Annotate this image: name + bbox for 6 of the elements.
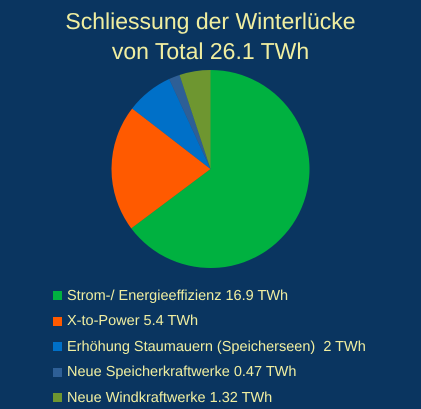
legend-label: Neue Speicherkraftwerke 0.47 TWh: [67, 364, 296, 380]
legend-label: Strom-/ Energieeffizienz 16.9 TWh: [67, 288, 288, 304]
chart-title: Schliessung der Winterlücke von Total 26.1 TWh: [64, 7, 357, 66]
legend-label: X-to-Power 5.4 TWh: [67, 313, 198, 330]
legend-label: Erhöhung Staumauern (Speicherseen) 2 TWh: [67, 338, 366, 355]
legend-label: Neue Windkraftwerke 1.32 TWh: [67, 390, 272, 406]
